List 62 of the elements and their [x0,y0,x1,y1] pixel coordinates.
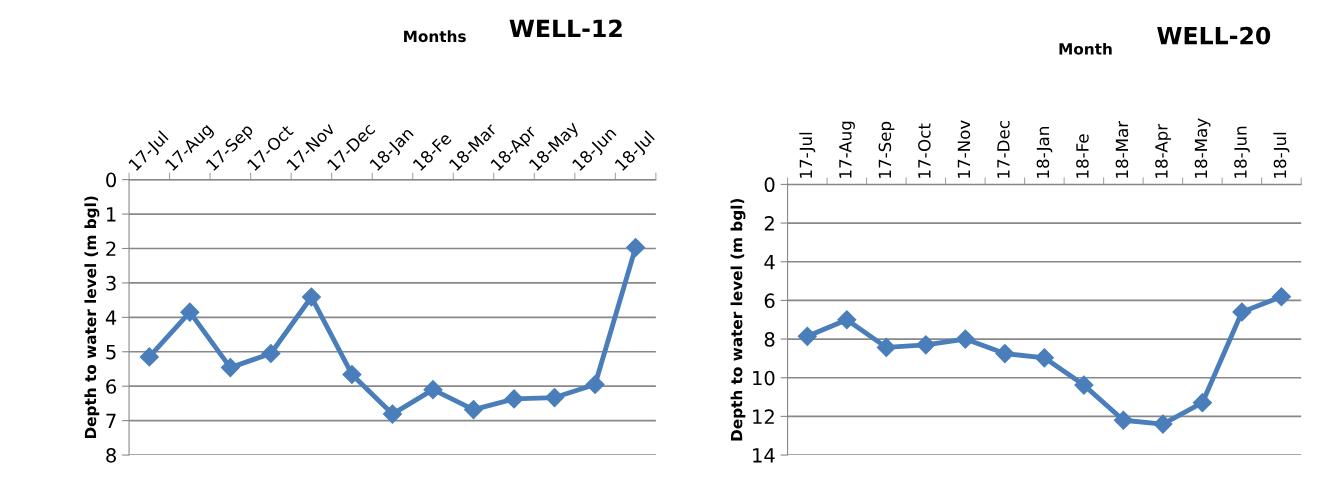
point [220,358,240,378]
point [139,347,159,367]
x-tick-label: 18-Jun [1234,126,1250,178]
y-axis-title: Depth to water level (m bgl) [730,198,746,441]
point [463,400,484,420]
y-tick-label: 1 [107,207,116,222]
point [995,344,1015,364]
point [180,302,200,322]
point [1192,393,1212,413]
x-tick-label: 18-Mar [1115,120,1129,178]
chart-title: WELL-12 [509,19,622,37]
point [955,329,975,349]
x-tick-label: 18-Jul [1273,132,1290,178]
point [545,388,565,408]
y-tick-label: 0 [106,172,116,188]
x-axis-title: Month [1059,42,1112,55]
x-tick-label: 17-Sep [878,121,895,178]
x-tick-label: 17-Dec [997,121,1010,178]
y-tick-label: 6 [106,379,117,394]
y-tick-label: 2 [106,241,116,256]
point [837,310,857,330]
y-tick-label: 10 [753,370,775,386]
y-tick-label: 2 [764,216,774,231]
x-tick-label: 17-Oct [918,123,931,178]
point [423,380,443,400]
point [382,404,403,424]
point [342,364,362,385]
point [916,335,936,355]
y-tick-label: 7 [106,413,116,429]
point [261,343,281,364]
y-tick-label: 8 [106,448,116,463]
point [1074,375,1094,395]
x-tick-label: 18-Apr [1155,123,1171,178]
x-tick-label: 17-Nov [957,120,971,178]
x-tick-label: 17-Jul [799,132,816,178]
point [626,237,646,257]
x-axis-title: Months [404,30,466,43]
y-tick-label: 6 [764,293,775,309]
point [504,389,524,409]
y-tick-label: 8 [764,332,775,347]
y-tick-label: 4 [105,310,117,325]
point [1271,287,1291,307]
point [1153,414,1173,434]
point [876,337,896,357]
y-tick-label: 4 [764,254,775,270]
y-tick-label: 12 [753,409,774,424]
point [1113,410,1133,430]
y-tick-label: 0 [764,177,775,193]
y-tick-label: 5 [106,344,116,360]
x-tick-label: 18-Jan [1036,127,1053,178]
x-tick-label: 17-Aug [839,121,855,178]
chart-title: WELL-20 [1157,26,1271,45]
x-tick-label: 18-May [1194,118,1211,178]
x-tick-label: 18-Fe [1076,134,1089,178]
point [797,326,817,346]
y-tick-label: 14 [753,448,775,463]
point [1034,348,1054,368]
y-axis-title: Depth to water level (m bgl) [84,196,100,439]
point [585,374,605,395]
y-tick-label: 3 [106,275,116,291]
point [301,287,321,307]
point [1232,302,1252,322]
